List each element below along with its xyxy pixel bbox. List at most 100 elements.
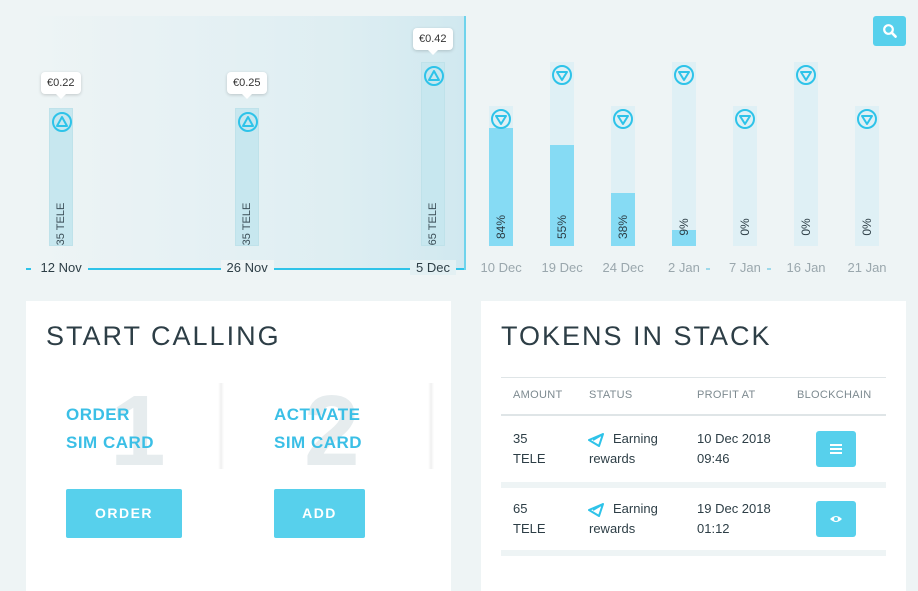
amount-cell: 65 TELE xyxy=(513,499,546,539)
status-line1: Earning xyxy=(613,431,658,446)
bar-past[interactable]: 35 TELE xyxy=(235,108,259,246)
step-title: ORDER SIM CARD xyxy=(66,401,154,457)
bar-percent-label: 0% xyxy=(799,218,813,236)
header-status: STATUS xyxy=(589,389,633,401)
down-triangle-icon xyxy=(613,109,633,129)
up-triangle-icon xyxy=(238,112,258,132)
axis-dash xyxy=(705,268,710,270)
bar-percent-label: 0% xyxy=(860,218,874,236)
add-button[interactable]: ADD xyxy=(274,489,365,538)
tokens-title: TOKENS IN STACK xyxy=(501,321,772,351)
x-tick-label: 7 Jan xyxy=(723,260,767,275)
amount-unit: TELE xyxy=(513,521,546,536)
tokens-table: AMOUNT STATUS PROFIT AT BLOCKCHAIN 35 TE… xyxy=(501,377,886,556)
current-date-line xyxy=(464,16,466,270)
bar-fill xyxy=(489,128,513,246)
profit-time: 09:46 xyxy=(697,451,730,466)
up-triangle-icon xyxy=(52,112,72,132)
search-icon xyxy=(882,24,897,38)
bar-past[interactable]: 65 TELE xyxy=(421,62,445,246)
profit-at-cell: 10 Dec 2018 09:46 xyxy=(697,429,771,469)
down-triangle-icon xyxy=(857,109,877,129)
amount-unit: TELE xyxy=(513,451,546,466)
amount-value: 35 xyxy=(513,431,528,446)
bar-future[interactable]: 38% xyxy=(611,106,635,246)
tokens-panel: TOKENS IN STACK AMOUNT STATUS PROFIT AT … xyxy=(481,301,906,591)
eye-icon xyxy=(830,516,842,522)
amount-cell: 35 TELE xyxy=(513,429,546,469)
status-cell: Earning rewards xyxy=(589,499,658,539)
down-triangle-icon xyxy=(674,65,694,85)
zoom-button[interactable] xyxy=(873,16,906,46)
bar-percent-label: 55% xyxy=(555,214,569,240)
axis-dash xyxy=(26,268,31,270)
bar-percent-label: 9% xyxy=(677,218,691,236)
price-tooltip: €0.22 xyxy=(41,72,81,99)
down-triangle-icon xyxy=(552,65,572,85)
bar-label: 35 TELE xyxy=(241,202,253,246)
bar-future[interactable]: 0% xyxy=(733,106,757,246)
bar-fill xyxy=(611,193,635,246)
profit-date: 10 Dec 2018 xyxy=(697,431,771,446)
price-tooltip: €0.25 xyxy=(227,72,267,99)
bar-future[interactable]: 0% xyxy=(855,106,879,246)
x-tick-label: 2 Jan xyxy=(662,260,706,275)
bar-future[interactable]: 9% xyxy=(672,62,696,246)
bar-past[interactable]: 35 TELE xyxy=(49,108,73,246)
x-tick-label: 5 Dec xyxy=(410,260,456,275)
status-cell: Earning rewards xyxy=(589,429,658,469)
x-tick-label: 10 Dec xyxy=(474,260,528,275)
profit-at-cell: 19 Dec 2018 01:12 xyxy=(697,499,771,539)
send-arrow-icon xyxy=(588,433,604,447)
bar-future[interactable]: 55% xyxy=(550,62,574,246)
step-divider xyxy=(218,383,224,469)
x-tick-label: 24 Dec xyxy=(596,260,650,275)
bar-percent-label: 38% xyxy=(616,214,630,240)
step-title-line2: SIM CARD xyxy=(274,433,363,452)
bar-future[interactable]: 0% xyxy=(794,62,818,246)
order-button[interactable]: ORDER xyxy=(66,489,182,538)
table-row: 65 TELE Earning rewards 19 Dec 2018 01:1… xyxy=(501,488,886,550)
x-tick-label: 26 Nov xyxy=(220,260,274,275)
list-icon xyxy=(830,444,842,454)
step-title-line1: ORDER xyxy=(66,405,130,424)
table-header: AMOUNT STATUS PROFIT AT BLOCKCHAIN xyxy=(501,377,886,416)
bar-fill xyxy=(672,230,696,246)
status-line1: Earning xyxy=(613,501,658,516)
status-line2: rewards xyxy=(589,521,636,536)
x-tick-label: 19 Dec xyxy=(535,260,589,275)
header-profit-at: PROFIT AT xyxy=(697,389,756,401)
axis-dash xyxy=(766,268,771,270)
step-activate-sim: 2 ACTIVATE SIM CARD xyxy=(274,381,464,551)
x-tick-label: 16 Jan xyxy=(780,260,832,275)
amount-value: 65 xyxy=(513,501,528,516)
row-separator xyxy=(501,482,886,488)
table-row: 35 TELE Earning rewards 10 Dec 2018 09:4… xyxy=(501,416,886,482)
start-calling-panel: START CALLING 1 ORDER SIM CARD 2 ACTIVAT… xyxy=(26,301,451,591)
start-calling-title: START CALLING xyxy=(46,321,281,351)
bar-percent-label: 0% xyxy=(738,218,752,236)
step-divider xyxy=(428,383,434,469)
down-triangle-icon xyxy=(796,65,816,85)
header-blockchain: BLOCKCHAIN xyxy=(797,389,872,401)
blockchain-button[interactable] xyxy=(816,501,856,537)
bar-future[interactable]: 84% xyxy=(489,106,513,246)
up-triangle-icon xyxy=(424,66,444,86)
bar-label: 35 TELE xyxy=(55,202,67,246)
step-number: 1 xyxy=(110,375,166,487)
step-order-sim: 1 ORDER SIM CARD xyxy=(66,381,256,551)
down-triangle-icon xyxy=(491,109,511,129)
status-line2: rewards xyxy=(589,451,636,466)
profit-date: 19 Dec 2018 xyxy=(697,501,771,516)
step-title: ACTIVATE SIM CARD xyxy=(274,401,362,457)
blockchain-button[interactable] xyxy=(816,431,856,467)
x-tick-label: 21 Jan xyxy=(841,260,893,275)
header-amount: AMOUNT xyxy=(513,389,563,401)
x-tick-label: 12 Nov xyxy=(34,260,88,275)
bar-fill xyxy=(550,145,574,246)
step-title-line2: SIM CARD xyxy=(66,433,155,452)
send-arrow-icon xyxy=(588,503,604,517)
step-title-line1: ACTIVATE xyxy=(274,405,361,424)
step-number: 2 xyxy=(304,375,360,487)
token-timeline-chart: 35 TELE €0.22 35 TELE €0.25 65 TELE €0.42 84% 5… xyxy=(0,0,918,290)
